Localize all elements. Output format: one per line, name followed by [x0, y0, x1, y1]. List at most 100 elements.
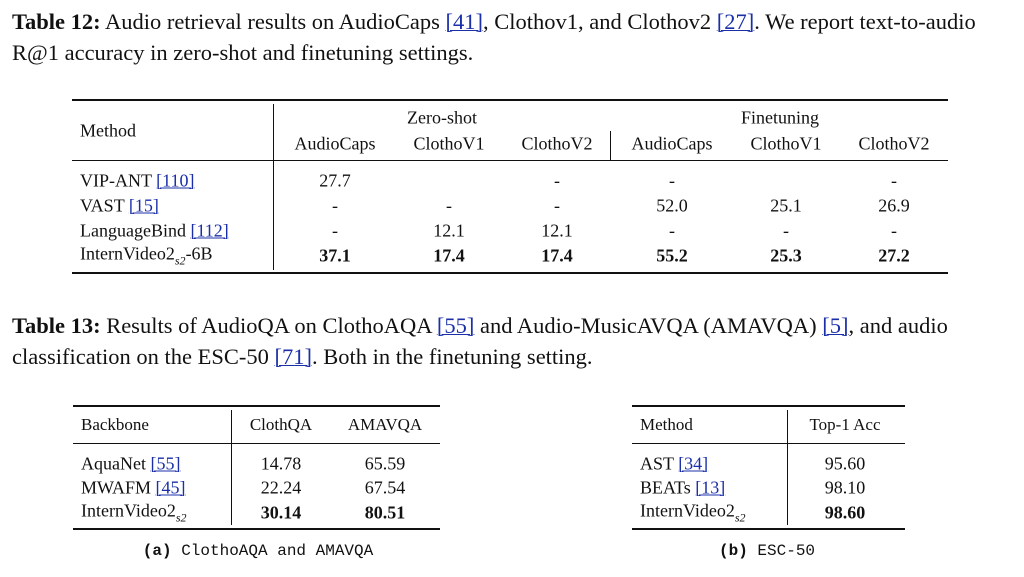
method-cell: VIP-ANT [110]	[80, 171, 195, 192]
reference-link[interactable]: [27]	[716, 9, 755, 34]
table-cell: 25.3	[770, 245, 802, 266]
table-cell: -	[554, 195, 560, 216]
table-rule	[632, 443, 905, 444]
table-cell: 37.1	[319, 245, 351, 266]
reference-link[interactable]: [45]	[155, 477, 186, 498]
table13-caption: Table 13: Results of AudioQA on ClothoAQ…	[12, 310, 1012, 372]
table-rule	[632, 405, 905, 407]
group-header: Zero-shot	[407, 107, 477, 128]
table-rule	[73, 405, 440, 407]
reference-link[interactable]: [15]	[128, 195, 159, 216]
column-header: Top-1 Acc	[809, 415, 881, 434]
reference-link[interactable]: [34]	[678, 453, 709, 474]
column-header: ClothoV2	[858, 133, 930, 154]
method-cell: VAST [15]	[80, 196, 159, 217]
table-cell: 25.1	[770, 195, 802, 216]
method-name: MWAFM	[81, 477, 152, 498]
table12-caption: Table 12: Audio retrieval results on Aud…	[12, 6, 1012, 68]
reference-link[interactable]: [55]	[436, 313, 475, 338]
method-cell: MWAFM [45]	[81, 478, 186, 499]
table-rule	[73, 443, 440, 444]
table-cell: 95.60	[824, 453, 866, 474]
caption-label: Table 13:	[12, 313, 101, 338]
method-cell: InternVideo2s2	[81, 501, 187, 526]
column-header: AMAVQA	[347, 415, 423, 434]
method-cell: AquaNet [55]	[81, 454, 180, 475]
table-rule	[72, 99, 948, 101]
table-cell: 65.59	[364, 453, 406, 474]
reference-link[interactable]: [55]	[150, 453, 181, 474]
method-name: InternVideo2	[640, 500, 735, 521]
method-name: InternVideo2	[80, 243, 175, 264]
method-suffix: -6B	[185, 243, 213, 264]
column-header: Backbone	[81, 415, 149, 434]
table-rule	[231, 410, 232, 525]
table-cell: 22.24	[260, 477, 302, 498]
table-rule	[787, 410, 788, 525]
reference-link[interactable]: [5]	[822, 313, 849, 338]
table-rule	[273, 104, 274, 270]
table-rule	[73, 528, 440, 530]
reference-link[interactable]: [112]	[190, 220, 229, 241]
caption-segment: Audio retrieval results on AudioCaps	[104, 9, 446, 34]
table-cell: 26.9	[878, 195, 910, 216]
reference-link[interactable]: [41]	[445, 9, 484, 34]
method-subscript: s2	[175, 510, 187, 525]
column-header: ClothQA	[249, 415, 313, 434]
subtable-caption: (a) ClothoAQA and AMAVQA	[143, 542, 373, 560]
table-cell: 55.2	[656, 245, 688, 266]
caption-segment: . Both in the finetuning setting.	[311, 344, 593, 369]
caption-text: Audio retrieval results on AudioCaps [41…	[12, 9, 976, 65]
caption-text: Results of AudioQA on ClothoAQA [55] and…	[12, 313, 948, 369]
caption-label: (b)	[718, 542, 748, 560]
column-header: ClothoV2	[521, 133, 593, 154]
column-header: Method	[640, 415, 693, 434]
table-cell: -	[332, 195, 338, 216]
table-cell: 12.1	[433, 220, 465, 241]
table-cell: -	[332, 220, 338, 241]
table-rule	[632, 528, 905, 530]
method-name: AST	[640, 453, 674, 474]
table-cell: 67.54	[364, 477, 406, 498]
caption-label: (a)	[142, 542, 172, 560]
method-cell: AST [34]	[640, 454, 708, 475]
caption-segment: Results of AudioQA on ClothoAQA	[106, 313, 437, 338]
table-cell: 12.1	[541, 220, 573, 241]
table-rule	[72, 160, 948, 161]
method-name: BEATs	[640, 477, 691, 498]
caption-segment: . We report text-to-audio R@1 accuracy i…	[12, 9, 976, 65]
method-name: AquaNet	[81, 453, 146, 474]
column-header: AudioCaps	[631, 133, 713, 154]
method-name: VIP-ANT	[80, 170, 152, 191]
table-cell: -	[891, 220, 897, 241]
table-cell: -	[891, 170, 897, 191]
table-cell: -	[783, 220, 789, 241]
table-cell: -	[446, 195, 452, 216]
method-subscript: s2	[734, 510, 746, 525]
table-cell: 30.14	[260, 502, 302, 523]
caption-segment: and Audio-MusicAVQA (AMAVQA)	[474, 313, 823, 338]
table-cell: 27.7	[319, 170, 351, 191]
subtable-caption: (b) ESC-50	[719, 542, 815, 560]
table-cell: 80.51	[364, 502, 406, 523]
table-cell: -	[669, 170, 675, 191]
caption-segment: , and audio classification on the ESC-50	[12, 313, 948, 369]
caption-segment: , Clothov1, and Clothov2	[483, 9, 717, 34]
table-cell: 27.2	[878, 245, 910, 266]
reference-link[interactable]: [71]	[274, 344, 312, 369]
method-name: VAST	[80, 195, 125, 216]
reference-link[interactable]: [110]	[156, 170, 195, 191]
column-header: Method	[80, 120, 136, 141]
column-header: ClothoV1	[750, 133, 822, 154]
caption-label: Table 12:	[12, 9, 101, 34]
caption-text: ClothoAQA and AMAVQA	[181, 542, 374, 560]
table-cell: 98.10	[824, 477, 866, 498]
reference-link[interactable]: [13]	[695, 477, 726, 498]
method-name: LanguageBind	[80, 220, 186, 241]
table-cell: 52.0	[656, 195, 688, 216]
table-cell: 17.4	[433, 245, 465, 266]
table-cell: 98.60	[824, 502, 866, 523]
group-header: Finetuning	[740, 107, 820, 128]
method-cell: LanguageBind [112]	[80, 221, 229, 242]
